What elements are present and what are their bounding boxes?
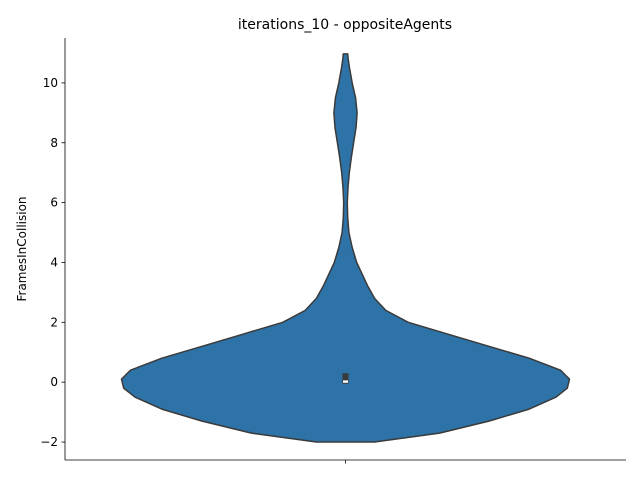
violin-layer xyxy=(120,53,571,443)
y-tick-label: −2 xyxy=(40,435,58,449)
violin-body xyxy=(120,53,571,443)
y-tick-label: 4 xyxy=(50,255,58,269)
y-tick-label: 0 xyxy=(50,375,58,389)
y-axis-label: FramesInCollision xyxy=(15,196,29,301)
box-layer xyxy=(342,373,349,384)
y-tick-label: 2 xyxy=(50,315,58,329)
iqr-box xyxy=(342,373,349,384)
y-tick-label: 8 xyxy=(50,136,58,150)
y-tick-label: 10 xyxy=(43,76,58,90)
median-marker xyxy=(343,380,348,383)
axis-layer: −2 0 2 4 6 8 10 xyxy=(40,38,626,464)
chart-title: iterations_10 - oppositeAgents xyxy=(238,17,452,33)
y-tick-label: 6 xyxy=(50,196,58,210)
